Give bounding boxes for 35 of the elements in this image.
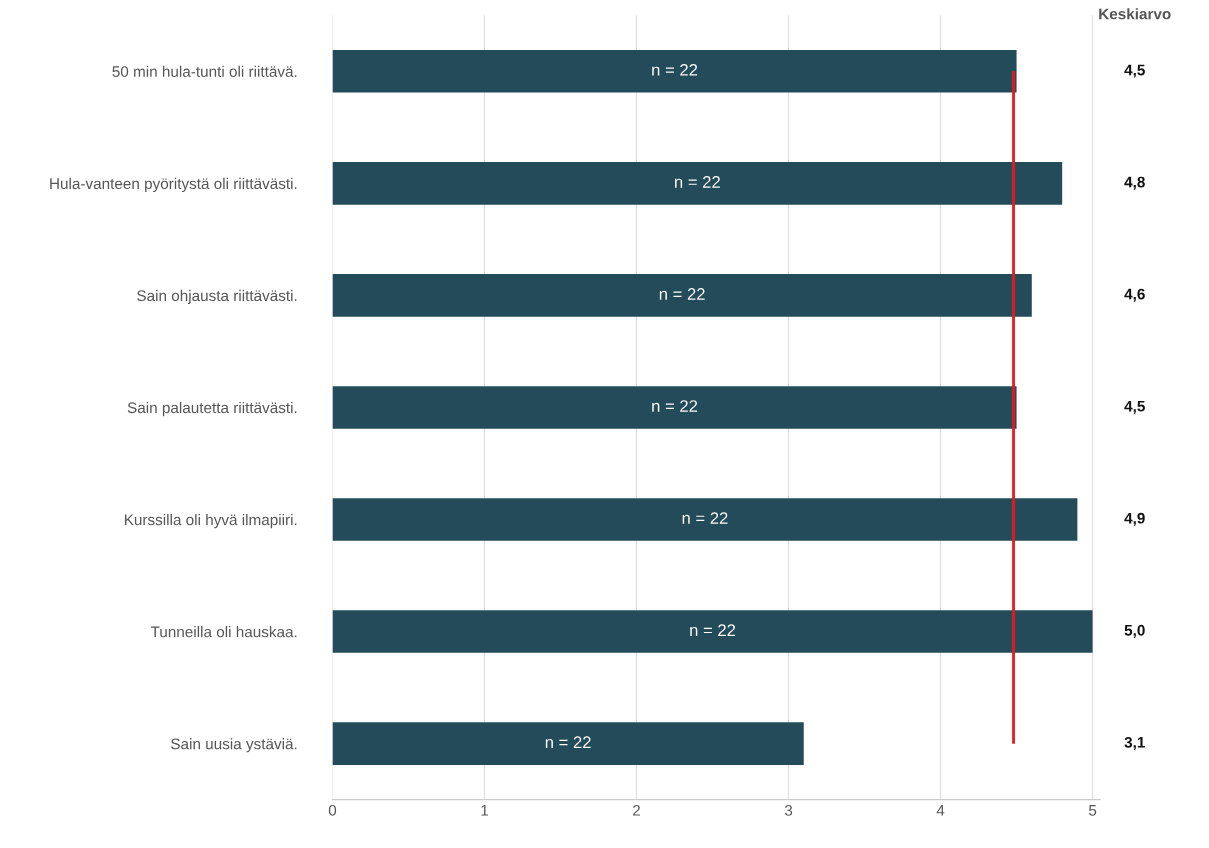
y-tick-label: Sain palautetta riittävästi. <box>127 401 297 417</box>
data-label: 4,9 <box>1124 512 1145 526</box>
y-tick-label: Sain uusia ystäviä. <box>171 738 297 753</box>
annotation: n = 22 <box>675 176 720 188</box>
annotation: n = 22 <box>659 288 705 300</box>
x-tick-label: 1 <box>481 805 488 816</box>
annotation: n = 22 <box>690 624 736 636</box>
x-tick-label: 5 <box>1088 805 1097 816</box>
data-label: 4,5 <box>1124 64 1145 78</box>
y-tick-label: Sain ohjausta riittävästi. <box>137 289 297 305</box>
annotation: n = 22 <box>545 736 591 748</box>
y-tick-label: 50 min hula-tunti oli riittävä. <box>112 65 297 77</box>
bar <box>332 610 1093 653</box>
bar <box>332 386 1017 429</box>
x-tick-label: 0 <box>328 804 337 816</box>
y-tick-label: Hula-vanteen pyöritystä oli riittävästi. <box>50 177 297 193</box>
x-tick-label: 4 <box>936 805 945 816</box>
data-label: 3,1 <box>1124 736 1145 750</box>
annotation: n = 22 <box>652 63 698 76</box>
bar <box>332 498 1078 541</box>
data-label: 4,6 <box>1124 288 1145 302</box>
y-tick-label: Kurssilla oli hyvä ilmapiiri. <box>124 513 297 529</box>
data-label: 5,0 <box>1124 624 1145 638</box>
annotation: n = 22 <box>652 400 698 412</box>
bar <box>332 50 1017 93</box>
bar <box>332 274 1032 317</box>
bar <box>332 162 1063 205</box>
annotation: n = 22 <box>682 512 728 524</box>
annotation: Keskiarvo <box>1099 8 1171 20</box>
bar <box>332 722 804 765</box>
data-label: 4,5 <box>1124 400 1145 414</box>
x-tick-label: 3 <box>784 804 793 816</box>
y-tick-label: Tunneilla oli hauskaa. <box>150 626 297 638</box>
x-tick-label: 2 <box>633 804 640 816</box>
data-label: 4,8 <box>1124 176 1145 190</box>
